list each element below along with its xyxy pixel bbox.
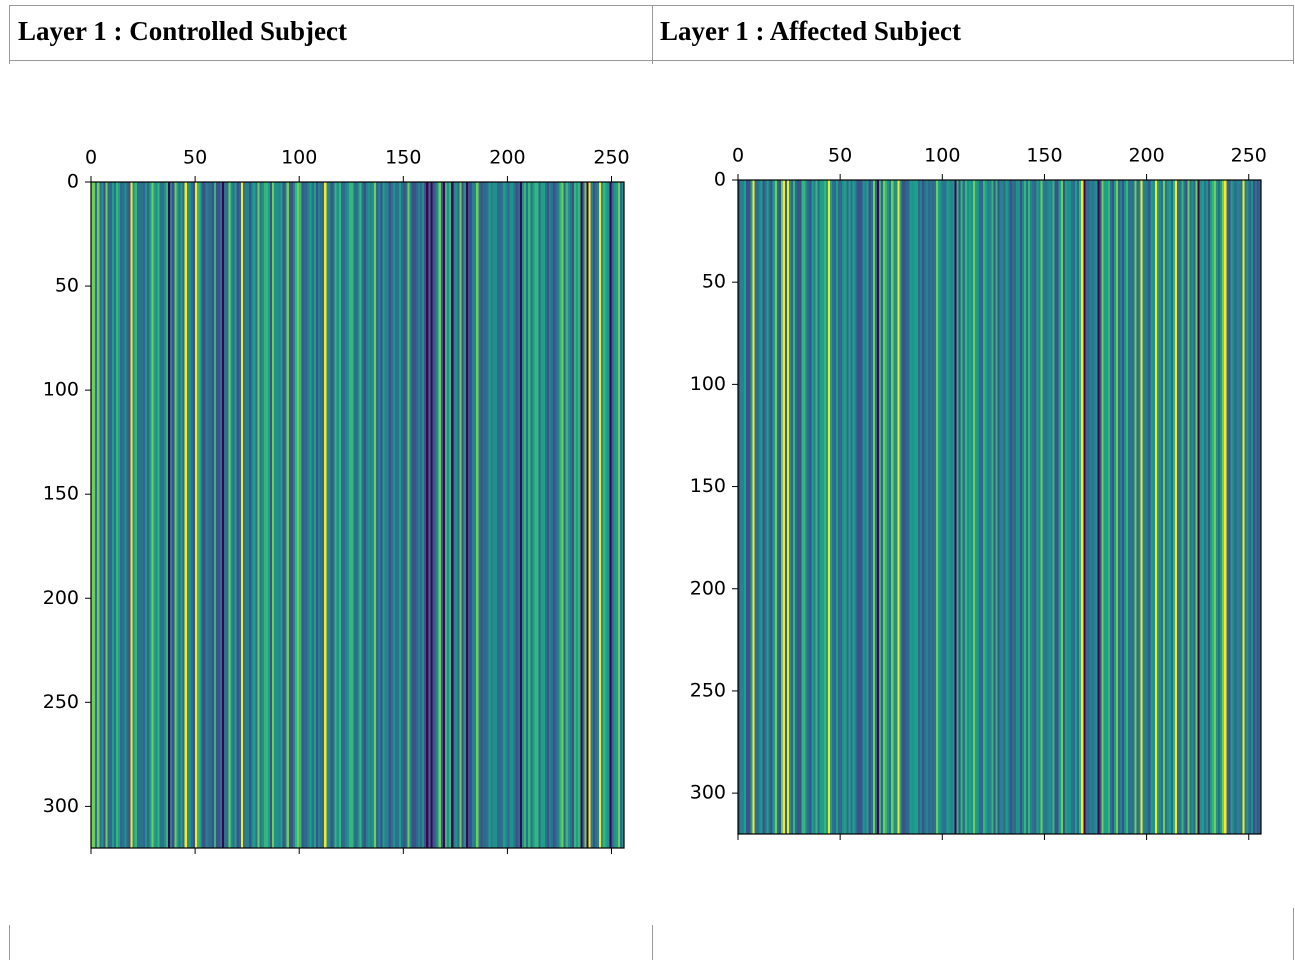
axes-frame: [737, 179, 1262, 835]
heatmap-image: [91, 182, 624, 848]
y-tick-label: 100: [690, 373, 726, 395]
axes-frame: [90, 181, 625, 849]
x-tick-label: 100: [924, 145, 960, 167]
x-tick-label: 50: [183, 147, 207, 169]
x-tick-label: 250: [1231, 145, 1267, 167]
y-tick-label: 250: [43, 691, 79, 713]
x-tick-label: 100: [281, 147, 317, 169]
column-header: Layer 1 : Controlled Subject: [18, 16, 347, 46]
x-tick-label: 150: [1026, 145, 1062, 167]
x-tick-label: 0: [85, 147, 97, 169]
y-tick-label: 300: [690, 782, 726, 804]
y-tick-label: 250: [690, 679, 726, 701]
x-tick-label: 50: [828, 145, 852, 167]
y-tick-label: 200: [690, 577, 726, 599]
x-tick-label: 200: [489, 147, 525, 169]
x-tick-label: 200: [1128, 145, 1164, 167]
y-tick-label: 0: [714, 169, 726, 191]
x-tick-label: 250: [593, 147, 629, 169]
y-tick-label: 150: [43, 483, 79, 505]
y-tick-label: 300: [43, 795, 79, 817]
column-header: Layer 1 : Affected Subject: [660, 16, 961, 46]
x-tick-label: 150: [385, 147, 421, 169]
y-tick-label: 150: [690, 475, 726, 497]
y-tick-label: 100: [43, 379, 79, 401]
heatmap-image: [738, 180, 1261, 834]
x-tick-label: 0: [732, 145, 744, 167]
header-row: [9, 5, 1294, 61]
y-tick-label: 200: [43, 587, 79, 609]
y-tick-label: 50: [702, 271, 726, 293]
y-tick-label: 50: [55, 275, 79, 297]
y-tick-label: 0: [67, 171, 79, 193]
